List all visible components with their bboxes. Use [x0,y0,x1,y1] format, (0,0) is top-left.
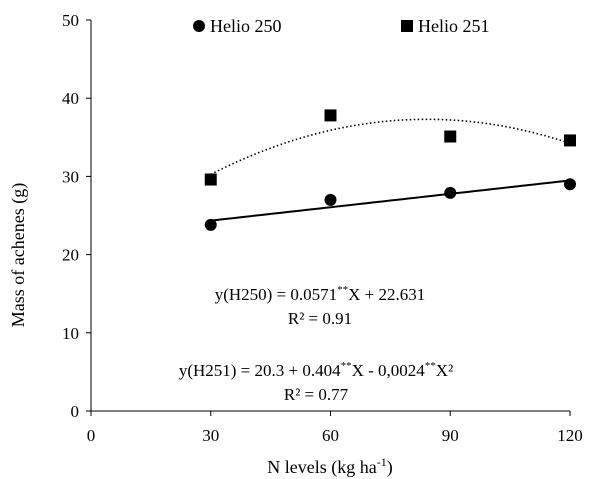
y-tick-label: 10 [62,324,79,343]
y-tick-label: 40 [62,89,79,108]
point-helio-251 [324,109,337,122]
y-tick-label: 20 [62,246,79,265]
x-tick-label: 60 [322,426,339,445]
equation-text: y(H250) = 0.0571 [215,285,337,304]
trend-lines [210,118,571,222]
equation-annotation: R² = 0.77 [284,385,349,404]
significance-mark: ** [337,284,348,296]
x-axis-label-sup: -1 [377,455,387,469]
x-axis-label: N levels (kg ha-1) [267,455,392,478]
point-helio-251 [564,134,576,147]
axes [86,19,571,416]
point-helio-250 [564,178,576,191]
equation-text: y(H251) = 20.3 + 0.404 [179,361,341,380]
y-tick-label: 0 [71,402,80,421]
equation-text: X + 22.631 [348,285,425,304]
tick-labels: 0 10 20 30 40 50 0 30 60 90 120 [62,11,583,445]
equation-text: X - 0,0024 [352,361,426,380]
x-axis-label-end: ) [387,457,393,478]
equation-text: X² [436,361,453,380]
equation-annotation: y(H250) = 0.0571**X + 22.631 [215,284,426,304]
trend-line-2 [210,118,571,176]
legend-label: Helio 251 [418,16,490,36]
x-axis-label-text: N levels (kg ha [267,457,376,478]
y-axis-label: Mass of achenes (g) [8,183,29,327]
equation-text: R² = 0.77 [284,385,349,404]
legend: Helio 250 Helio 251 [193,16,490,36]
significance-mark: ** [341,360,352,372]
x-tick-label: 0 [87,426,96,445]
point-helio-250 [324,193,337,206]
y-tick-label: 50 [62,11,79,30]
x-tick-label: 30 [202,426,219,445]
point-helio-250 [444,186,457,199]
trend-line-1 [210,179,571,222]
data-points [204,109,576,231]
point-helio-250 [204,218,217,231]
legend-marker-helio-250 [193,20,205,32]
x-tick-label: 90 [442,426,459,445]
legend-marker-helio-251 [401,20,413,32]
equation-annotation: R² = 0.91 [288,309,352,328]
significance-mark: ** [425,360,436,372]
equation-text: R² = 0.91 [288,309,352,328]
legend-label: Helio 250 [210,16,282,36]
equation-annotation: y(H251) = 20.3 + 0.404**X - 0,0024**X² [179,360,453,380]
x-tick-label: 120 [557,426,583,445]
point-helio-251 [444,130,457,143]
y-tick-label: 30 [62,167,79,186]
point-helio-251 [204,173,217,186]
